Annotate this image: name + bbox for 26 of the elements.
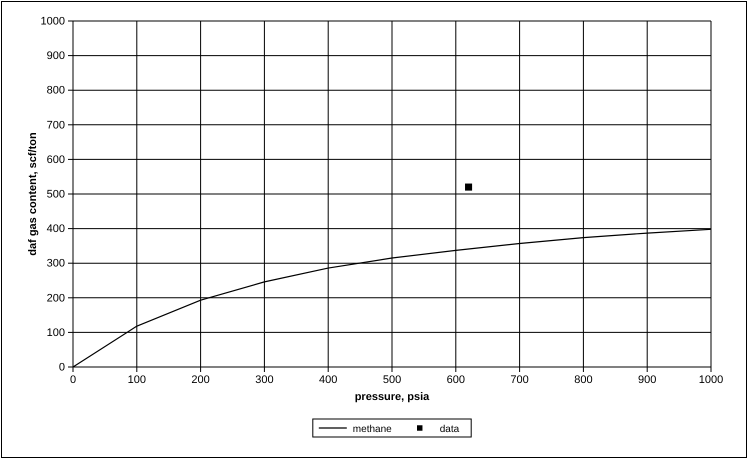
- x-tick-label: 0: [70, 374, 76, 386]
- x-tick-label: 200: [191, 374, 210, 386]
- y-tick-label: 400: [46, 223, 65, 236]
- y-tick-label: 700: [46, 119, 65, 132]
- legend-label: data: [440, 424, 460, 435]
- x-axis-title: pressure, psia: [354, 391, 430, 403]
- x-tick-label: 600: [446, 374, 465, 386]
- y-tick-label: 100: [46, 326, 65, 339]
- y-tick-label: 0: [58, 362, 65, 374]
- legend-label: methane: [352, 424, 392, 435]
- y-tick-label: 1000: [40, 16, 65, 28]
- x-tick-label: 100: [128, 374, 146, 386]
- y-tick-label: 800: [46, 84, 65, 97]
- y-tick-label: 900: [46, 50, 65, 62]
- x-tick-label: 800: [574, 374, 593, 386]
- x-tick-label: 1000: [698, 374, 724, 386]
- x-tick-label: 300: [255, 374, 274, 386]
- y-tick-label: 600: [46, 154, 65, 166]
- y-tick-label: 500: [46, 188, 65, 201]
- x-tick-label: 900: [638, 374, 656, 386]
- x-tick-label: 400: [319, 374, 338, 386]
- y-tick-label: 300: [46, 258, 65, 270]
- y-axis-title: daf gas content, scf/ton: [27, 132, 39, 256]
- x-tick-label: 500: [382, 374, 402, 386]
- x-tick-label: 700: [510, 374, 529, 386]
- y-tick-label: 200: [46, 292, 65, 304]
